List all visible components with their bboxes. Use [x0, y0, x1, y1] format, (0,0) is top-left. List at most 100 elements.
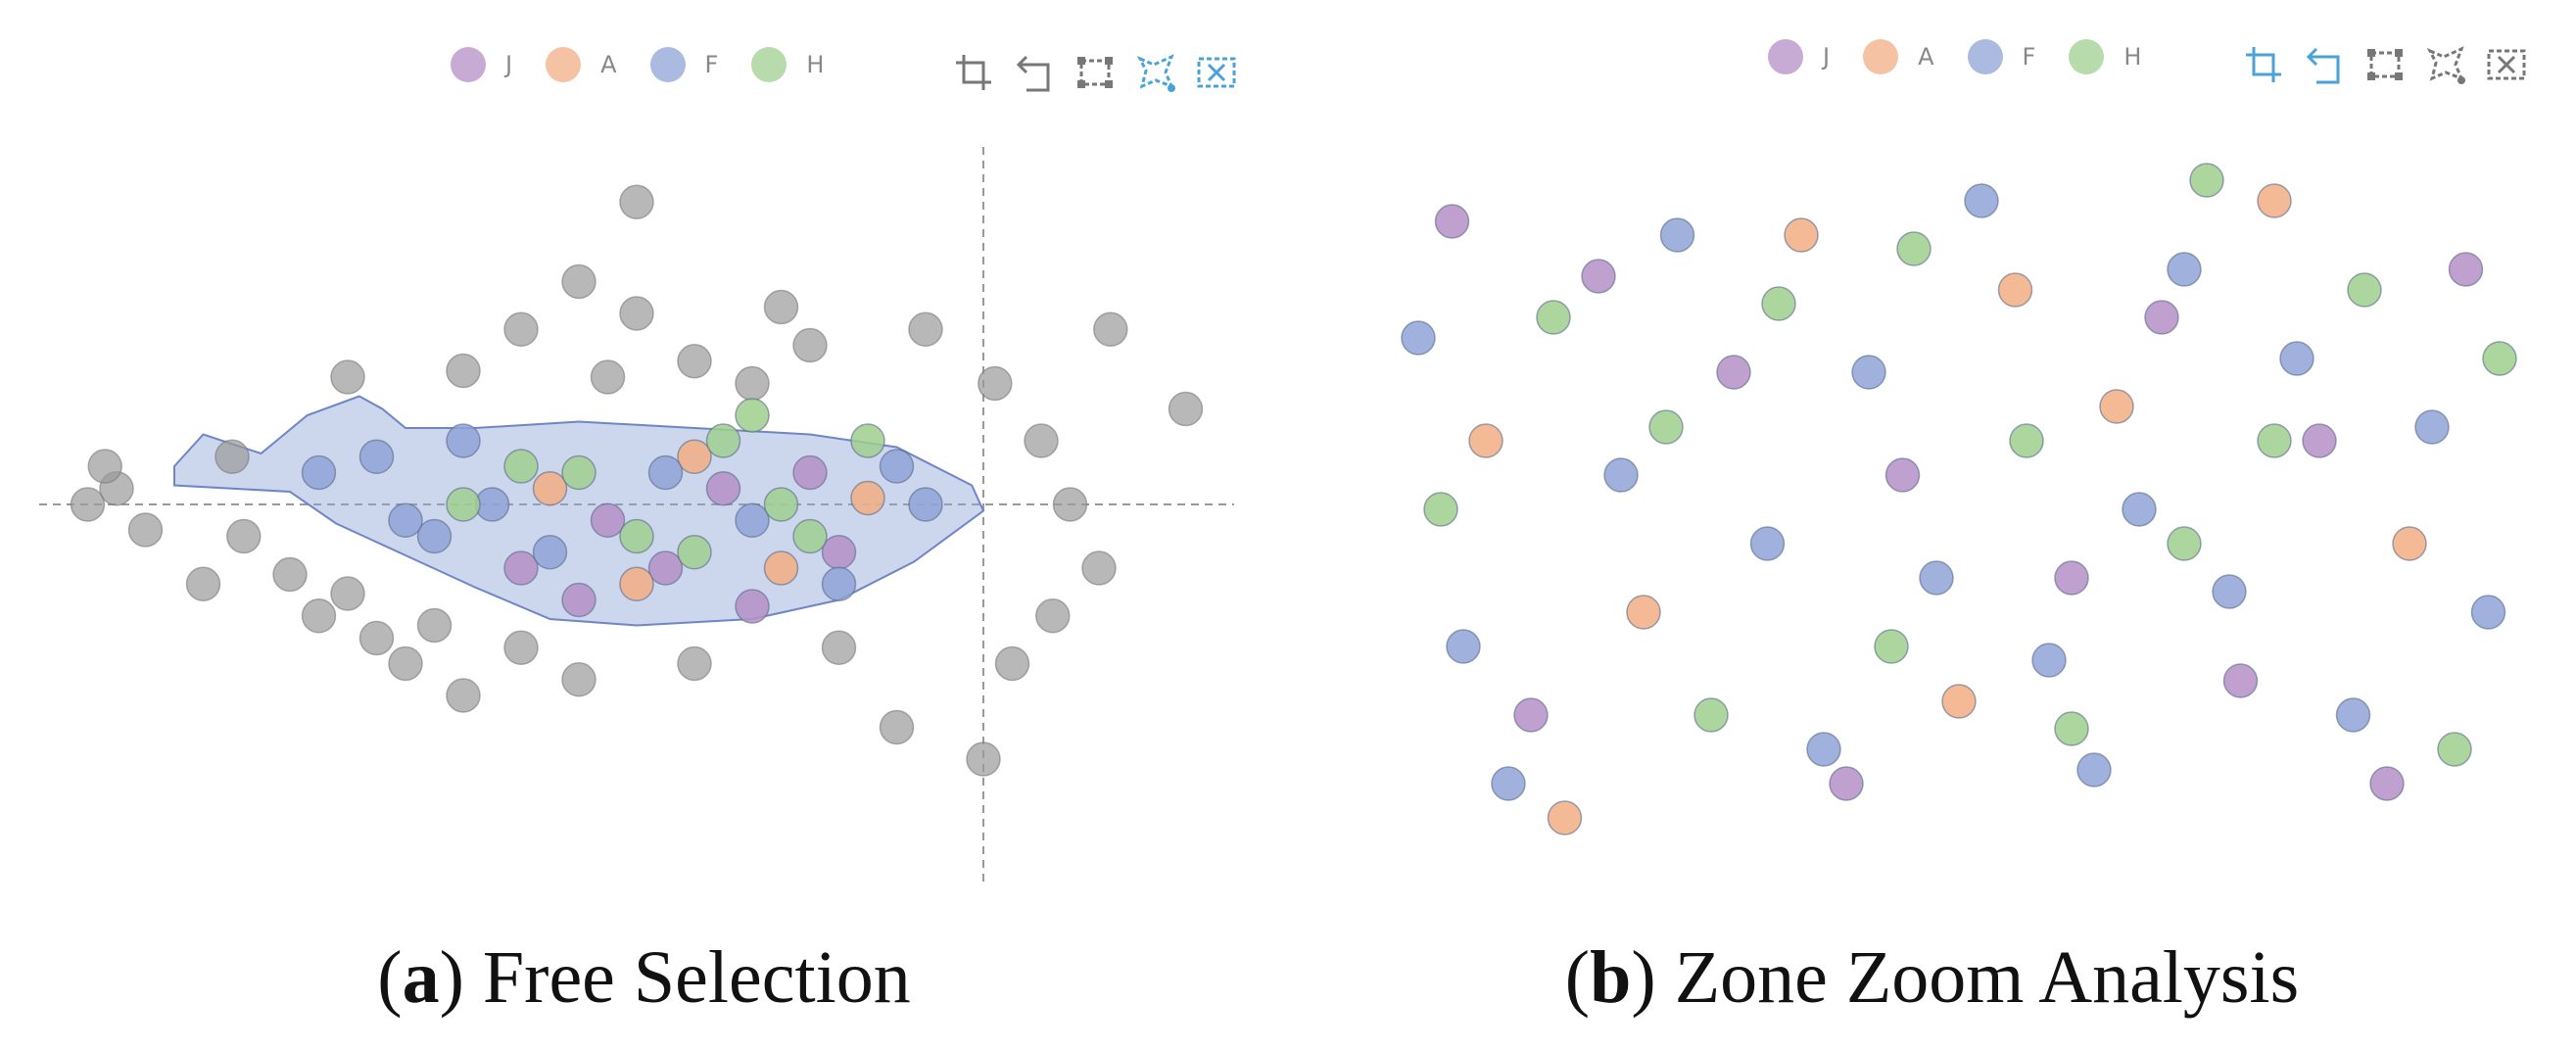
data-point[interactable]: [1468, 423, 1503, 458]
data-point[interactable]: [763, 289, 799, 325]
data-point[interactable]: [2347, 272, 2382, 308]
data-point[interactable]: [966, 741, 1001, 777]
data-point[interactable]: [503, 550, 539, 586]
data-point[interactable]: [561, 454, 596, 491]
data-point[interactable]: [1896, 231, 1932, 266]
data-point[interactable]: [272, 556, 308, 593]
data-point[interactable]: [1997, 272, 2033, 308]
data-point[interactable]: [503, 311, 539, 347]
data-point[interactable]: [821, 535, 857, 570]
data-point[interactable]: [446, 423, 481, 458]
zoom-icon[interactable]: [952, 51, 995, 94]
data-point[interactable]: [2122, 492, 2157, 527]
scatter-plot-zone-zoom[interactable]: [1288, 0, 2576, 940]
zoom-reset-icon[interactable]: [2303, 43, 2346, 86]
legend-item-j[interactable]: J: [1768, 39, 1830, 74]
data-point[interactable]: [2031, 643, 2067, 678]
data-point[interactable]: [1434, 204, 1470, 239]
data-point[interactable]: [1829, 766, 1864, 801]
data-point[interactable]: [2144, 300, 2179, 335]
data-point[interactable]: [677, 439, 712, 474]
data-point[interactable]: [2054, 711, 2089, 746]
data-point[interactable]: [792, 327, 828, 363]
data-point[interactable]: [561, 263, 596, 300]
data-point[interactable]: [763, 487, 799, 522]
data-point[interactable]: [677, 535, 712, 570]
scatter-plot-free-selection[interactable]: [0, 0, 1288, 940]
data-point[interactable]: [619, 184, 654, 219]
data-point[interactable]: [705, 471, 741, 506]
data-point[interactable]: [1547, 800, 1583, 835]
data-point[interactable]: [908, 311, 943, 347]
data-point[interactable]: [792, 518, 828, 554]
data-point[interactable]: [2257, 183, 2292, 218]
data-point[interactable]: [330, 359, 365, 395]
clear-select-icon[interactable]: [2485, 43, 2528, 86]
data-point[interactable]: [1919, 560, 1954, 596]
lasso-select-icon[interactable]: [2424, 43, 2467, 86]
data-point[interactable]: [1081, 550, 1117, 586]
data-point[interactable]: [735, 589, 770, 624]
data-point[interactable]: [619, 566, 654, 601]
data-point[interactable]: [1659, 217, 1695, 253]
data-point[interactable]: [2482, 341, 2517, 376]
data-point[interactable]: [1581, 259, 1616, 294]
data-point[interactable]: [1626, 595, 1661, 630]
rect-select-icon[interactable]: [2363, 43, 2407, 86]
clear-select-icon[interactable]: [1195, 51, 1238, 94]
lasso-select-icon[interactable]: [1134, 51, 1177, 94]
data-point[interactable]: [358, 620, 395, 656]
data-point[interactable]: [301, 598, 337, 634]
data-point[interactable]: [1401, 320, 1436, 356]
data-point[interactable]: [677, 344, 712, 379]
legend-item-h[interactable]: H: [2069, 39, 2141, 74]
data-point[interactable]: [792, 454, 828, 491]
legend-item-a[interactable]: A: [1863, 39, 1934, 74]
data-point[interactable]: [821, 630, 857, 665]
data-point[interactable]: [1052, 487, 1088, 522]
rect-select-icon[interactable]: [1073, 51, 1117, 94]
data-point[interactable]: [226, 518, 262, 554]
data-point[interactable]: [446, 678, 481, 713]
data-point[interactable]: [1964, 183, 1999, 218]
data-point[interactable]: [1024, 423, 1059, 458]
data-point[interactable]: [446, 487, 481, 522]
data-point[interactable]: [590, 502, 626, 538]
data-point[interactable]: [2189, 163, 2224, 198]
data-point[interactable]: [446, 353, 481, 389]
zoom-icon[interactable]: [2242, 43, 2285, 86]
data-point[interactable]: [1941, 684, 1977, 719]
data-point[interactable]: [2076, 752, 2112, 788]
data-point[interactable]: [978, 365, 1013, 402]
data-point[interactable]: [879, 709, 915, 745]
data-point[interactable]: [215, 439, 250, 474]
data-point[interactable]: [416, 607, 453, 644]
data-point[interactable]: [908, 487, 943, 522]
data-point[interactable]: [301, 454, 337, 491]
data-point[interactable]: [850, 480, 885, 516]
legend-item-a[interactable]: A: [546, 47, 617, 82]
data-point[interactable]: [127, 512, 164, 548]
data-point[interactable]: [677, 645, 712, 682]
data-point[interactable]: [185, 566, 221, 601]
data-point[interactable]: [994, 645, 1030, 682]
data-point[interactable]: [590, 359, 626, 395]
data-point[interactable]: [619, 296, 654, 331]
data-point[interactable]: [532, 471, 568, 506]
data-point[interactable]: [2099, 389, 2134, 424]
data-point[interactable]: [1513, 697, 1549, 733]
data-point[interactable]: [2167, 252, 2202, 287]
data-point[interactable]: [416, 518, 453, 554]
data-point[interactable]: [1693, 697, 1729, 733]
data-point[interactable]: [388, 645, 423, 682]
data-point[interactable]: [1806, 732, 1841, 767]
data-point[interactable]: [1784, 217, 1819, 253]
data-point[interactable]: [503, 449, 539, 484]
data-point[interactable]: [1749, 526, 1786, 561]
data-point[interactable]: [647, 454, 684, 491]
data-point[interactable]: [532, 535, 568, 570]
data-point[interactable]: [2392, 526, 2427, 561]
data-point[interactable]: [2009, 423, 2044, 458]
data-point[interactable]: [2257, 423, 2292, 458]
data-point[interactable]: [821, 566, 857, 601]
